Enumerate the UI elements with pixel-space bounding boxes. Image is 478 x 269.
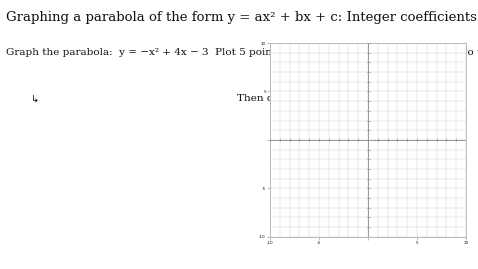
Text: Graphing a parabola of the form y = ax² + bx + c: Integer coefficients: Graphing a parabola of the form y = ax² … bbox=[6, 11, 477, 24]
Text: ↳: ↳ bbox=[31, 94, 39, 104]
Text: Then draw the graph through the 5 points.: Then draw the graph through the 5 points… bbox=[238, 94, 464, 103]
Text: Graph the parabola:  y = −x² + 4x − 3  Plot 5 points on the parabola; the vertex: Graph the parabola: y = −x² + 4x − 3 Plo… bbox=[6, 48, 478, 57]
